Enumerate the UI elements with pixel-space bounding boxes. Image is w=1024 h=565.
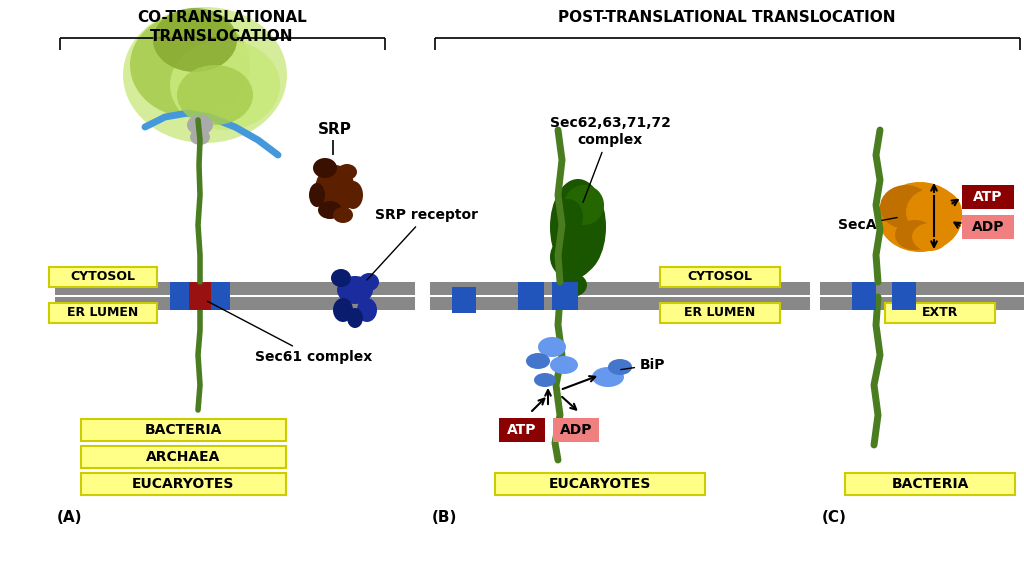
- Ellipse shape: [347, 308, 362, 328]
- Bar: [452, 287, 476, 313]
- Text: ADP: ADP: [560, 423, 592, 437]
- Ellipse shape: [313, 158, 337, 178]
- Ellipse shape: [912, 223, 948, 251]
- Bar: [208, 282, 230, 310]
- Bar: [81, 446, 286, 468]
- Text: SRP receptor: SRP receptor: [367, 208, 478, 280]
- Bar: [430, 282, 810, 295]
- Ellipse shape: [187, 115, 213, 135]
- Bar: [189, 282, 211, 310]
- Ellipse shape: [550, 235, 594, 279]
- Ellipse shape: [526, 353, 550, 369]
- Bar: [885, 303, 995, 323]
- Bar: [962, 215, 1014, 239]
- Text: EUCARYOTES: EUCARYOTES: [132, 477, 234, 491]
- Ellipse shape: [153, 8, 237, 72]
- Bar: [845, 473, 1015, 495]
- Text: ER LUMEN: ER LUMEN: [684, 306, 756, 319]
- Ellipse shape: [315, 165, 355, 215]
- Ellipse shape: [177, 65, 253, 125]
- Ellipse shape: [608, 359, 632, 375]
- Text: CO-TRANSLATIONAL
TRANSLOCATION: CO-TRANSLATIONAL TRANSLOCATION: [137, 10, 307, 44]
- Ellipse shape: [190, 129, 210, 145]
- Bar: [518, 282, 544, 310]
- Bar: [55, 282, 415, 295]
- Bar: [552, 282, 578, 310]
- Bar: [81, 419, 286, 441]
- Text: ARCHAEA: ARCHAEA: [145, 450, 220, 464]
- Ellipse shape: [538, 337, 566, 357]
- Text: CYTOSOL: CYTOSOL: [71, 271, 135, 284]
- Text: Sec61 complex: Sec61 complex: [208, 301, 373, 364]
- Ellipse shape: [895, 220, 935, 250]
- Text: (A): (A): [57, 510, 83, 525]
- Ellipse shape: [557, 273, 587, 297]
- Bar: [962, 185, 1014, 209]
- Bar: [55, 297, 415, 310]
- Text: POST-TRANSLATIONAL TRANSLOCATION: POST-TRANSLATIONAL TRANSLOCATION: [558, 10, 896, 25]
- Ellipse shape: [564, 185, 604, 225]
- Text: EXTR: EXTR: [922, 306, 958, 319]
- Bar: [892, 282, 916, 310]
- Text: (B): (B): [432, 510, 458, 525]
- Bar: [820, 282, 1024, 295]
- Ellipse shape: [592, 367, 624, 387]
- Ellipse shape: [343, 181, 362, 209]
- Text: ATP: ATP: [507, 423, 537, 437]
- Text: Sec62,63,71,72
complex: Sec62,63,71,72 complex: [550, 116, 671, 202]
- Ellipse shape: [337, 276, 373, 304]
- Ellipse shape: [130, 13, 250, 117]
- Bar: [495, 473, 705, 495]
- Bar: [170, 282, 193, 310]
- Ellipse shape: [359, 273, 379, 291]
- Text: (C): (C): [822, 510, 847, 525]
- Ellipse shape: [878, 182, 962, 252]
- Ellipse shape: [123, 7, 287, 143]
- Ellipse shape: [170, 40, 280, 130]
- Text: CYTOSOL: CYTOSOL: [687, 271, 753, 284]
- Text: SecA: SecA: [838, 218, 897, 232]
- Bar: [660, 267, 780, 287]
- Bar: [81, 473, 286, 495]
- Bar: [499, 418, 545, 442]
- Text: ADP: ADP: [972, 220, 1005, 234]
- Ellipse shape: [553, 199, 583, 235]
- Ellipse shape: [906, 188, 962, 236]
- Ellipse shape: [337, 164, 357, 180]
- Bar: [660, 303, 780, 323]
- Text: BACTERIA: BACTERIA: [891, 477, 969, 491]
- Ellipse shape: [333, 298, 353, 322]
- Bar: [430, 297, 810, 310]
- Text: ATP: ATP: [973, 190, 1002, 204]
- Ellipse shape: [309, 183, 325, 207]
- Text: BACTERIA: BACTERIA: [144, 423, 221, 437]
- Bar: [49, 303, 157, 323]
- Text: BiP: BiP: [621, 358, 666, 372]
- Ellipse shape: [550, 356, 578, 374]
- Ellipse shape: [357, 298, 377, 322]
- Ellipse shape: [331, 269, 351, 287]
- Ellipse shape: [550, 179, 606, 275]
- Text: SRP: SRP: [318, 122, 352, 137]
- Ellipse shape: [534, 373, 556, 387]
- Bar: [820, 297, 1024, 310]
- Text: EUCARYOTES: EUCARYOTES: [549, 477, 651, 491]
- Bar: [553, 418, 599, 442]
- Ellipse shape: [880, 185, 932, 229]
- Ellipse shape: [318, 201, 342, 219]
- Text: ER LUMEN: ER LUMEN: [68, 306, 138, 319]
- Ellipse shape: [333, 207, 353, 223]
- Bar: [852, 282, 876, 310]
- Bar: [49, 267, 157, 287]
